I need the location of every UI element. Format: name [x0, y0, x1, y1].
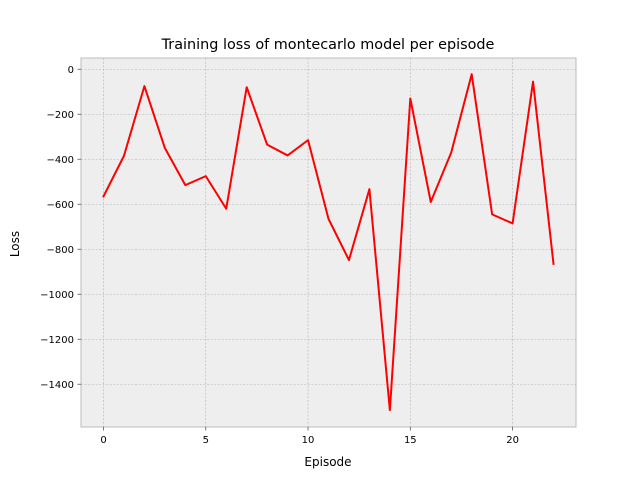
x-tick-label: 5 — [203, 435, 209, 446]
series-layer — [102, 73, 555, 412]
y-tick-label: −200 — [47, 110, 74, 121]
x-tick-label: 20 — [506, 435, 519, 446]
y-tick-label: −600 — [47, 200, 74, 211]
y-tick-label: 0 — [68, 65, 74, 76]
grid-lines — [81, 58, 576, 427]
y-tick-label: −1000 — [40, 290, 74, 301]
x-axis-ticks: 0 5 10 15 20 — [100, 427, 519, 446]
y-tick-label: −800 — [47, 245, 74, 256]
x-tick-label: 0 — [100, 435, 106, 446]
y-axis-ticks: 0 −200 −400 −600 −800 −1000 −1200 −1400 — [40, 65, 81, 391]
y-tick-label: −1400 — [40, 380, 74, 391]
y-axis-label: Loss — [8, 231, 22, 257]
y-tick-label: −400 — [47, 155, 74, 166]
y-tick-label: −1200 — [40, 335, 74, 346]
x-tick-label: 15 — [404, 435, 417, 446]
chart-title: Training loss of montecarlo model per ep… — [161, 37, 495, 53]
plot-area — [80, 57, 577, 428]
x-tick-label: 10 — [302, 435, 315, 446]
series-line — [102, 73, 555, 412]
x-axis-label: Episode — [304, 455, 351, 469]
